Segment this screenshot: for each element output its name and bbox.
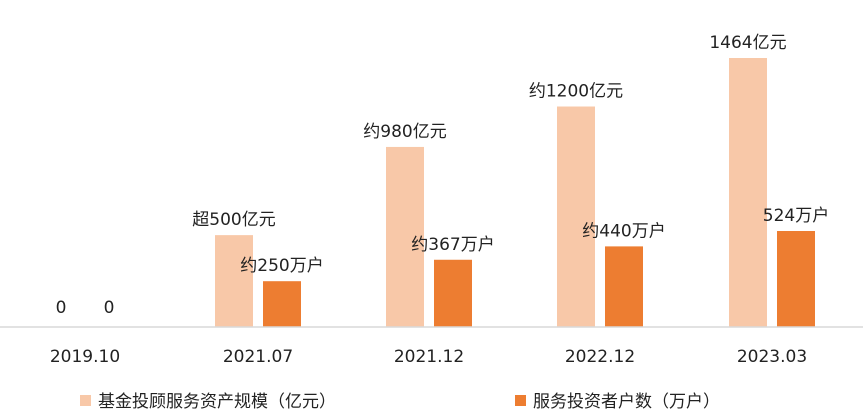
data-label-asset-2019.10: 0 [56, 298, 67, 318]
bar-asset-2021.12 [386, 146, 424, 327]
data-label-users-2021.12: 约367万户 [411, 235, 494, 255]
data-label-asset-2023.03: 1464亿元 [709, 33, 786, 53]
bar-asset-2022.12 [557, 106, 595, 327]
bar-asset-2023.03 [729, 58, 767, 327]
data-label-users-2021.07: 约250万户 [240, 256, 323, 276]
legend-swatch-investor-count [515, 395, 526, 406]
data-label-users-2019.10: 0 [104, 298, 115, 318]
bar-users-2021.12 [434, 259, 472, 327]
x-tick-2021.07: 2021.07 [223, 347, 293, 367]
x-tick-2021.12: 2021.12 [394, 347, 464, 367]
bar-users-2022.12 [605, 246, 643, 327]
bar-users-2023.03 [777, 231, 815, 327]
data-label-asset-2021.07: 超500亿元 [192, 210, 275, 230]
legend: 基金投顾服务资产规模（亿元） 服务投资者户数（万户） [80, 392, 720, 412]
x-tick-2023.03: 2023.03 [737, 347, 807, 367]
x-tick-2019.10: 2019.10 [50, 347, 120, 367]
legend-swatch-asset-scale [80, 395, 91, 406]
x-axis-ticks: 2019.10 2021.07 2021.12 2022.12 2023.03 [50, 347, 807, 367]
data-label-users-2022.12: 约440万户 [582, 221, 665, 241]
legend-label-asset-scale: 基金投顾服务资产规模（亿元） [98, 392, 336, 412]
x-tick-2022.12: 2022.12 [565, 347, 635, 367]
asset-scale-series: 0 超500亿元 约980亿元 约1200亿元 1464亿元 [56, 33, 787, 327]
legend-label-investor-count: 服务投资者户数（万户） [533, 392, 720, 412]
data-label-asset-2021.12: 约980亿元 [363, 122, 446, 142]
investor-count-series: 0 约250万户 约367万户 约440万户 524万户 [104, 206, 829, 327]
bar-users-2021.07 [263, 281, 301, 327]
data-label-asset-2022.12: 约1200亿元 [529, 82, 623, 102]
bar-asset-2021.07 [215, 235, 253, 327]
data-label-users-2023.03: 524万户 [763, 206, 829, 226]
